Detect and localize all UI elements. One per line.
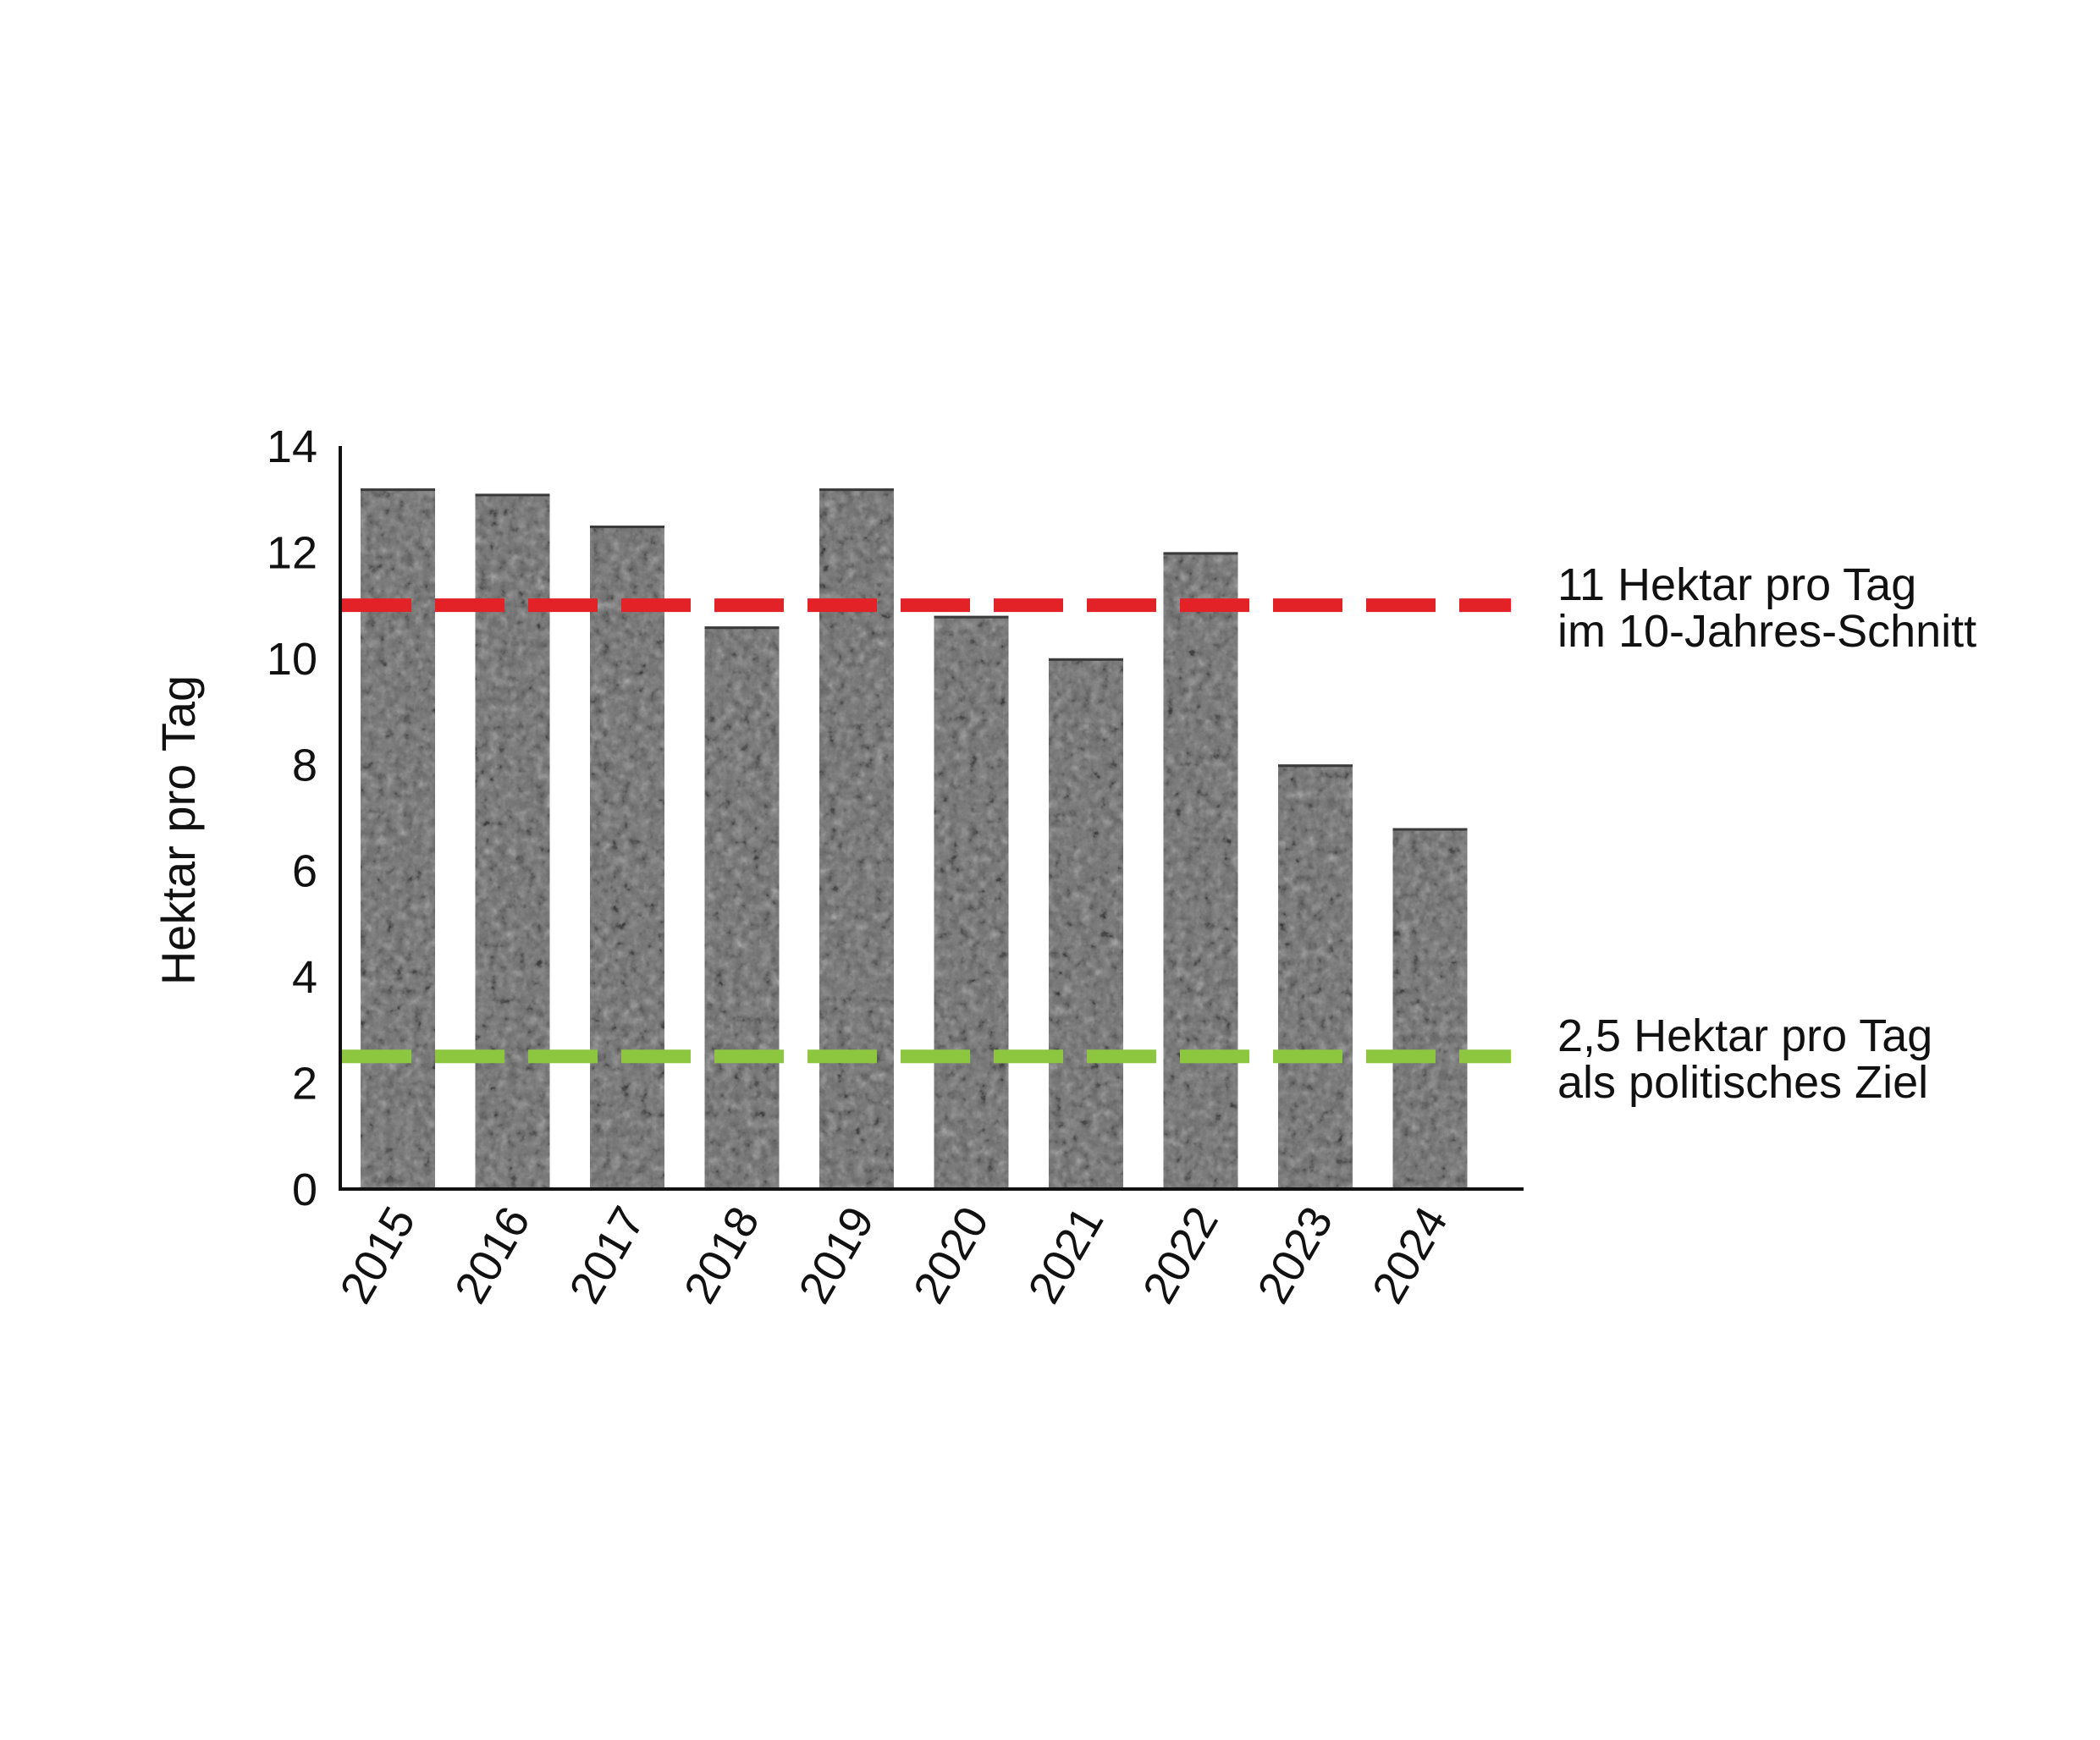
y-tick-label: 0 bbox=[292, 1165, 317, 1215]
bar-top-edge bbox=[1049, 658, 1123, 661]
y-tick-label: 2 bbox=[292, 1059, 317, 1110]
bar bbox=[475, 493, 550, 1189]
bar-texture bbox=[361, 488, 435, 1189]
x-tick-label: 2022 bbox=[1133, 1198, 1228, 1312]
y-tick-label: 10 bbox=[267, 634, 317, 685]
target-line-label: 2,5 Hektar pro Tag bbox=[1557, 1010, 1932, 1061]
average-line-label: 11 Hektar pro Tag bbox=[1557, 559, 1916, 610]
y-tick-label: 4 bbox=[292, 952, 317, 1003]
bar-texture bbox=[1392, 828, 1468, 1189]
bar-top-edge bbox=[1392, 828, 1468, 831]
bar bbox=[361, 488, 435, 1189]
bar bbox=[819, 488, 894, 1189]
target-line-label: als politisches Ziel bbox=[1557, 1057, 1928, 1108]
bar-top-edge bbox=[1278, 764, 1353, 768]
bar-top-edge bbox=[475, 493, 550, 497]
y-tick-label: 14 bbox=[267, 421, 317, 472]
bar-texture bbox=[1278, 764, 1353, 1189]
bar-texture bbox=[475, 493, 550, 1189]
x-tick-label: 2023 bbox=[1248, 1198, 1342, 1312]
x-tick-labels: 2015 2016 2017 2018 2019 2020 2021 2022 2023 2024 bbox=[330, 1198, 1458, 1312]
bar-top-edge bbox=[819, 488, 894, 492]
bar bbox=[1278, 764, 1353, 1189]
bar-texture bbox=[819, 488, 894, 1189]
bar-top-edge bbox=[934, 615, 1009, 619]
bar-texture bbox=[934, 615, 1009, 1189]
bar-texture bbox=[590, 526, 664, 1189]
bar-top-edge bbox=[1163, 552, 1238, 555]
y-tick-labels: 0 2 4 6 8 10 12 14 bbox=[267, 421, 317, 1215]
x-tick-label: 2018 bbox=[675, 1198, 769, 1312]
bar-texture bbox=[704, 626, 780, 1189]
bar-top-edge bbox=[704, 626, 780, 630]
x-tick-label: 2016 bbox=[445, 1198, 540, 1312]
x-tick-label: 2019 bbox=[789, 1198, 884, 1312]
y-tick-label: 8 bbox=[292, 740, 317, 790]
bar bbox=[590, 526, 664, 1189]
bars-group bbox=[361, 488, 1468, 1189]
y-tick-label: 12 bbox=[267, 527, 317, 578]
bar bbox=[1049, 658, 1123, 1189]
y-axis-title: Hektar pro Tag bbox=[152, 675, 205, 985]
bar-texture bbox=[1163, 552, 1238, 1189]
x-tick-label: 2015 bbox=[330, 1198, 425, 1312]
x-tick-label: 2020 bbox=[904, 1198, 999, 1312]
bar bbox=[934, 615, 1009, 1189]
average-line-label: im 10-Jahres-Schnitt bbox=[1557, 606, 1976, 657]
x-tick-label: 2024 bbox=[1363, 1198, 1458, 1312]
bar bbox=[1392, 828, 1468, 1189]
bar-texture bbox=[1049, 658, 1123, 1189]
bar bbox=[704, 626, 780, 1189]
y-tick-label: 6 bbox=[292, 846, 317, 897]
bar bbox=[1163, 552, 1238, 1189]
x-tick-label: 2017 bbox=[559, 1198, 654, 1312]
reference-lines-group bbox=[342, 598, 1511, 1064]
x-tick-label: 2021 bbox=[1018, 1198, 1113, 1312]
bar-top-edge bbox=[590, 526, 664, 529]
bar-top-edge bbox=[361, 488, 435, 492]
